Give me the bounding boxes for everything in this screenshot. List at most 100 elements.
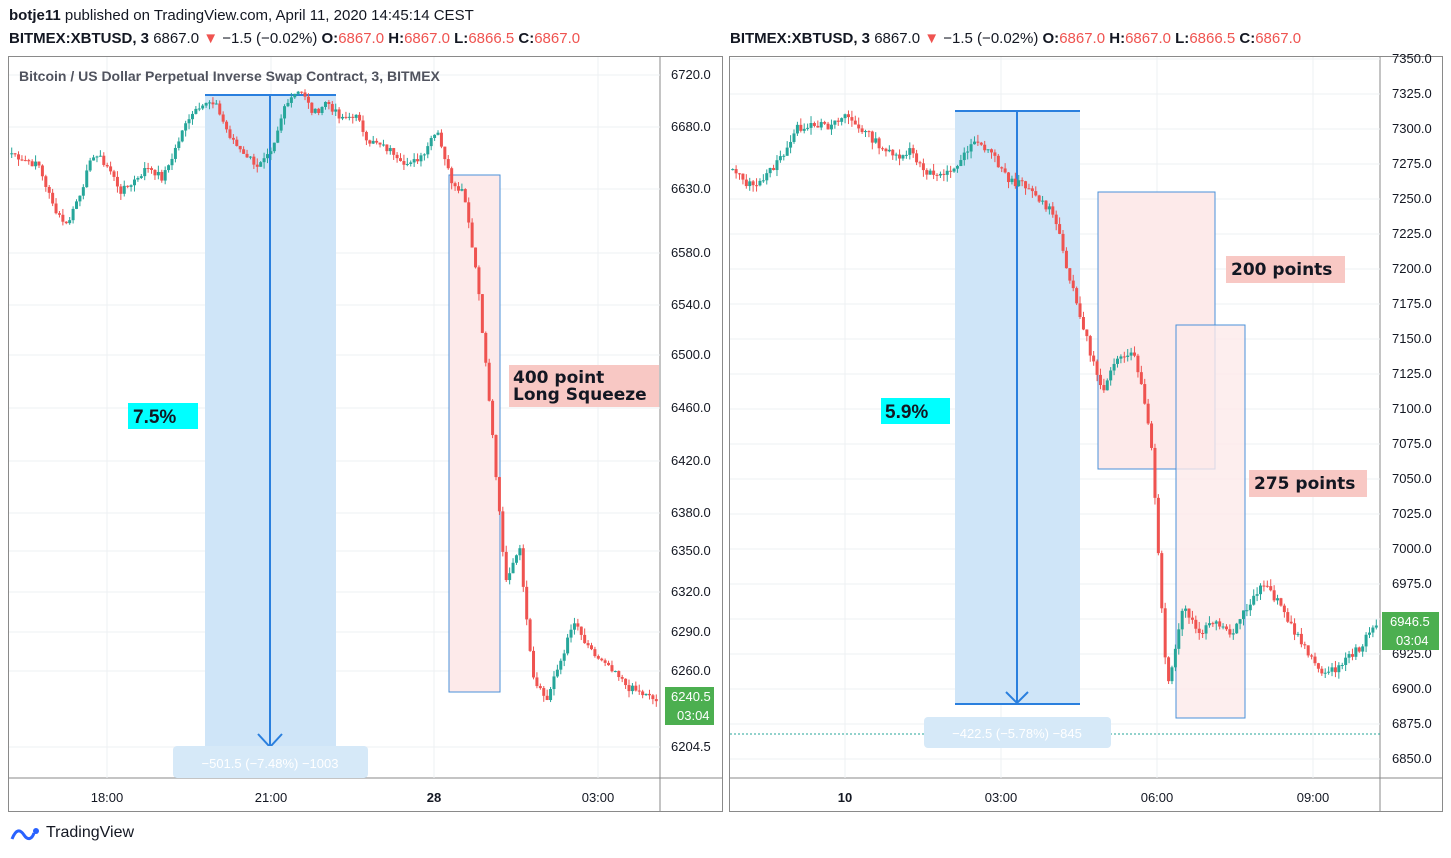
price-label: 6500.0 bbox=[671, 347, 711, 362]
candle bbox=[1075, 288, 1079, 304]
candle bbox=[772, 167, 776, 171]
candle bbox=[173, 147, 177, 159]
candle bbox=[1350, 654, 1354, 657]
candle bbox=[583, 634, 587, 644]
candle bbox=[378, 142, 382, 145]
chart-panel-right[interactable] bbox=[729, 56, 1443, 812]
candle bbox=[146, 168, 150, 170]
candle bbox=[422, 154, 426, 156]
price-label: 6290.0 bbox=[671, 624, 711, 639]
candle bbox=[877, 138, 881, 149]
candle bbox=[208, 102, 212, 104]
candle bbox=[334, 109, 338, 112]
candle bbox=[1034, 191, 1038, 196]
zone-275-points[interactable] bbox=[1175, 324, 1246, 719]
candle bbox=[1238, 619, 1242, 624]
candle bbox=[596, 656, 600, 659]
candle bbox=[789, 141, 793, 148]
candle bbox=[153, 169, 157, 176]
candle bbox=[846, 114, 850, 118]
candle bbox=[81, 187, 85, 196]
candle bbox=[405, 163, 409, 165]
candle bbox=[1163, 608, 1167, 658]
candle bbox=[1061, 233, 1065, 251]
candle bbox=[102, 155, 106, 165]
candle bbox=[1020, 180, 1024, 182]
candle bbox=[129, 185, 133, 187]
candle bbox=[1044, 200, 1048, 210]
candle bbox=[802, 128, 806, 131]
candle bbox=[1109, 370, 1113, 381]
candle bbox=[392, 148, 396, 155]
candle bbox=[761, 180, 765, 182]
candle bbox=[1293, 623, 1297, 635]
measure-label: −501.5 (−7.48%) −1003 bbox=[202, 756, 339, 771]
candle bbox=[1024, 181, 1028, 189]
open: 6867.0 bbox=[338, 30, 385, 47]
current-price-tag: 6946.5 bbox=[1390, 614, 1430, 629]
countdown-tag: 03:04 bbox=[677, 708, 710, 723]
candle bbox=[351, 116, 355, 118]
price-label: 7200.0 bbox=[1392, 261, 1432, 276]
candle bbox=[122, 185, 126, 194]
candle bbox=[620, 677, 624, 679]
candle bbox=[252, 156, 256, 165]
candle bbox=[1170, 667, 1174, 682]
candle bbox=[412, 159, 416, 163]
candle bbox=[647, 693, 651, 696]
candle bbox=[962, 152, 966, 161]
candle bbox=[487, 362, 491, 401]
candle bbox=[1204, 625, 1208, 634]
candle bbox=[952, 168, 956, 172]
legend-right: BITMEX:XBTUSD, 3 6867.0 ▼ −1.5 (−0.02%) … bbox=[730, 30, 1302, 47]
low: 6866.5 bbox=[1189, 30, 1236, 47]
candle bbox=[972, 141, 976, 145]
candle bbox=[792, 133, 796, 142]
candle bbox=[132, 179, 136, 186]
symbol: BITMEX:XBTUSD, 3 bbox=[9, 30, 150, 47]
price-label: 6630.0 bbox=[671, 181, 711, 196]
candle bbox=[562, 653, 566, 661]
candle bbox=[1105, 380, 1109, 391]
candle bbox=[269, 151, 273, 155]
squeeze-label: 400 point bbox=[513, 368, 604, 388]
price-label: 7150.0 bbox=[1392, 331, 1432, 346]
candle bbox=[1085, 329, 1089, 337]
candle bbox=[630, 685, 634, 692]
candle bbox=[634, 685, 638, 691]
price-label: 6720.0 bbox=[671, 67, 711, 82]
price-label: 6850.0 bbox=[1392, 751, 1432, 766]
candle bbox=[190, 113, 194, 120]
candle bbox=[300, 91, 304, 93]
candle bbox=[13, 153, 17, 155]
candle bbox=[1286, 612, 1290, 622]
candle bbox=[276, 130, 280, 143]
candle bbox=[748, 181, 752, 187]
candle bbox=[925, 170, 929, 175]
candle bbox=[1323, 672, 1327, 674]
candle bbox=[603, 660, 607, 663]
candle bbox=[1313, 656, 1317, 664]
candle bbox=[1007, 172, 1011, 183]
candle bbox=[296, 91, 300, 94]
candle bbox=[1115, 358, 1119, 364]
candle bbox=[1143, 384, 1147, 404]
candle bbox=[959, 160, 963, 167]
candle bbox=[1361, 646, 1365, 652]
candle bbox=[864, 131, 868, 133]
candle bbox=[170, 158, 174, 166]
candle bbox=[1235, 623, 1239, 634]
time-label: 06:00 bbox=[1141, 790, 1174, 805]
candle bbox=[799, 124, 803, 131]
candle bbox=[68, 220, 72, 224]
candle bbox=[751, 181, 755, 186]
tradingview-brand[interactable]: TradingView bbox=[10, 824, 134, 842]
candle bbox=[911, 148, 915, 154]
candle bbox=[538, 686, 542, 689]
down-arrow-icon: ▼ bbox=[203, 30, 219, 47]
chart-panel-left[interactable] bbox=[8, 56, 723, 812]
candle bbox=[1354, 647, 1358, 657]
candle bbox=[368, 140, 372, 144]
candle bbox=[494, 435, 498, 478]
candle bbox=[1058, 224, 1062, 234]
